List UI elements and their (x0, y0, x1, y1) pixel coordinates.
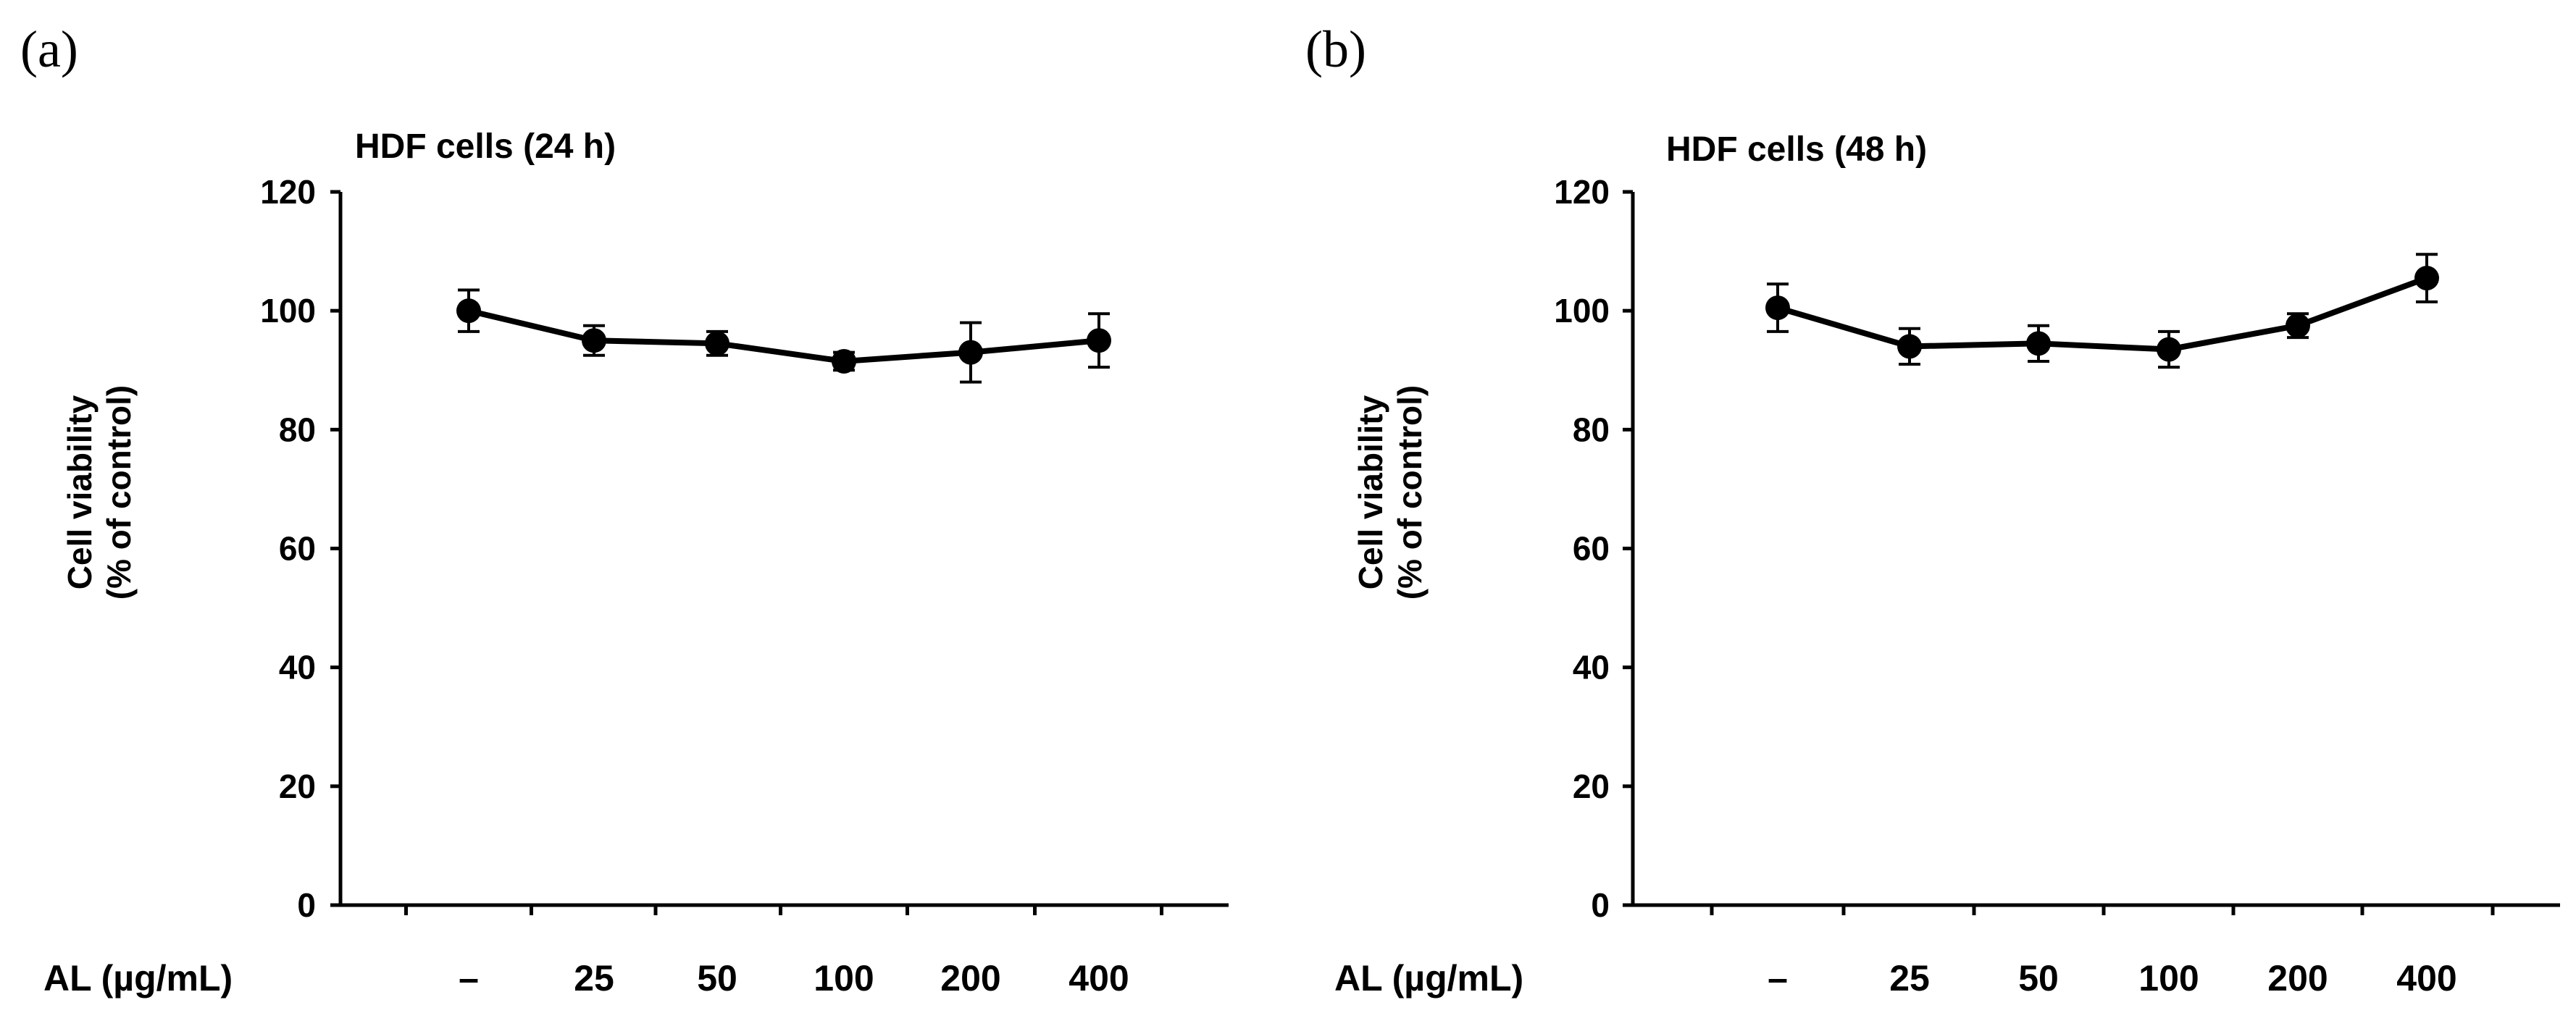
panel-a: (a) HDF cells (24 h) Cell viability (% o… (20, 20, 1229, 999)
panel-a-data-point (582, 328, 606, 353)
panel-b-y-tick-label: 20 (1573, 768, 1610, 805)
panel-b: (b) HDF cells (48 h) Cell viability (% o… (1305, 20, 2560, 999)
panel-b-data-point (2157, 337, 2181, 362)
panel-b-data-point (1765, 295, 1790, 321)
panel-b-x-tick-label: 200 (2267, 958, 2328, 999)
panel-a-x-tick-label: 100 (814, 958, 874, 999)
panel-a-x-tick-label: 400 (1069, 958, 1129, 999)
panel-b-data-point (2286, 313, 2310, 338)
panel-a-y-tick-label: 40 (279, 649, 316, 686)
panel-b-plot: 0 20 40 60 80 100 120 – 25 50 100 200 400 (1554, 173, 2560, 999)
panel-a-ylabel-line1: Cell viability (61, 395, 99, 589)
panel-b-title: HDF cells (48 h) (1666, 130, 1927, 169)
panel-b-xlabel: AL (µg/mL) (1334, 958, 1523, 999)
panel-b-ylabel-line2: (% of control) (1391, 385, 1429, 600)
panel-a-title: HDF cells (24 h) (355, 127, 616, 166)
panel-a-x-tick-label: 200 (940, 958, 1000, 999)
panel-a-y-tick-label: 60 (279, 530, 316, 568)
panel-a-x-tick-label: 25 (574, 958, 614, 999)
panel-a-y-tick-label: 100 (260, 292, 316, 329)
panel-b-x-tick-label: – (1768, 958, 1788, 999)
panel-b-y-tick-label: 60 (1573, 530, 1610, 568)
panel-b-y-tick-label: 120 (1554, 173, 1610, 211)
panel-b-x-tick-label: 400 (2396, 958, 2456, 999)
panel-a-data-point (958, 340, 983, 365)
panel-a-data-point (1087, 328, 1111, 353)
panel-a-label: (a) (20, 20, 78, 78)
panel-a-series-line (468, 308, 1100, 364)
panel-b-x-tick-label: 50 (2018, 958, 2059, 999)
panel-a-ylabel-line2: (% of control) (100, 385, 138, 600)
panel-b-y-tick-label: 40 (1573, 649, 1610, 686)
panel-b-ylabel-line1: Cell viability (1352, 395, 1389, 589)
panel-a-y-tick-label: 120 (260, 173, 316, 211)
panel-b-y-tick-label: 0 (1591, 886, 1610, 924)
panel-a-plot: 0 20 40 60 80 100 120 – 25 50 100 200 400 (260, 173, 1229, 999)
panel-a-xlabel: AL (µg/mL) (43, 958, 233, 999)
panel-a-data-point (456, 298, 481, 324)
panel-b-y-tick-label: 80 (1573, 411, 1610, 448)
panel-b-data-point (2026, 331, 2051, 356)
panel-b-series-line (1776, 275, 2428, 353)
panel-a-ylabel: Cell viability (% of control) (61, 385, 138, 600)
panel-b-label: (b) (1305, 20, 1366, 78)
panel-a-x-tick-label: – (459, 958, 479, 999)
panel-a-y-tick-label: 20 (279, 768, 316, 805)
panel-b-x-tick-label: 25 (1889, 958, 1930, 999)
panel-a-y-tick-label: 0 (297, 886, 316, 924)
panel-b-x-tick-label: 100 (2138, 958, 2199, 999)
panel-b-y-tick-label: 100 (1554, 292, 1610, 329)
panel-b-ylabel: Cell viability (% of control) (1352, 385, 1429, 600)
panel-b-data-point (1897, 334, 1922, 359)
panel-a-data-point (832, 348, 856, 374)
panel-a-x-tick-label: 50 (697, 958, 737, 999)
panel-b-data-point (2414, 266, 2439, 291)
panel-a-y-tick-label: 80 (279, 411, 316, 448)
panel-a-data-point (705, 331, 729, 356)
